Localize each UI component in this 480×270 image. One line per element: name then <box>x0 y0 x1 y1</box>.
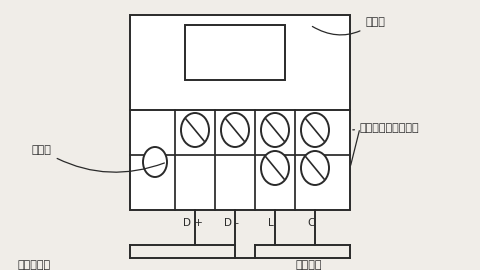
Ellipse shape <box>301 151 329 185</box>
Text: C: C <box>307 218 315 228</box>
Ellipse shape <box>261 151 289 185</box>
Ellipse shape <box>221 113 249 147</box>
Ellipse shape <box>261 113 289 147</box>
Text: 次の感知器・発信機: 次の感知器・発信機 <box>353 123 420 133</box>
Ellipse shape <box>301 113 329 147</box>
Bar <box>130 15 350 210</box>
Text: D +: D + <box>183 218 203 228</box>
Text: 作動灯: 作動灯 <box>32 145 165 172</box>
Text: 受信機へ: 受信機へ <box>295 260 322 270</box>
Text: L: L <box>268 218 274 228</box>
Ellipse shape <box>143 147 167 177</box>
Text: 熱電対線へ: 熱電対線へ <box>18 260 51 270</box>
Text: D -: D - <box>224 218 239 228</box>
Bar <box>185 25 285 80</box>
Ellipse shape <box>181 113 209 147</box>
Text: 検出器: 検出器 <box>312 17 385 35</box>
